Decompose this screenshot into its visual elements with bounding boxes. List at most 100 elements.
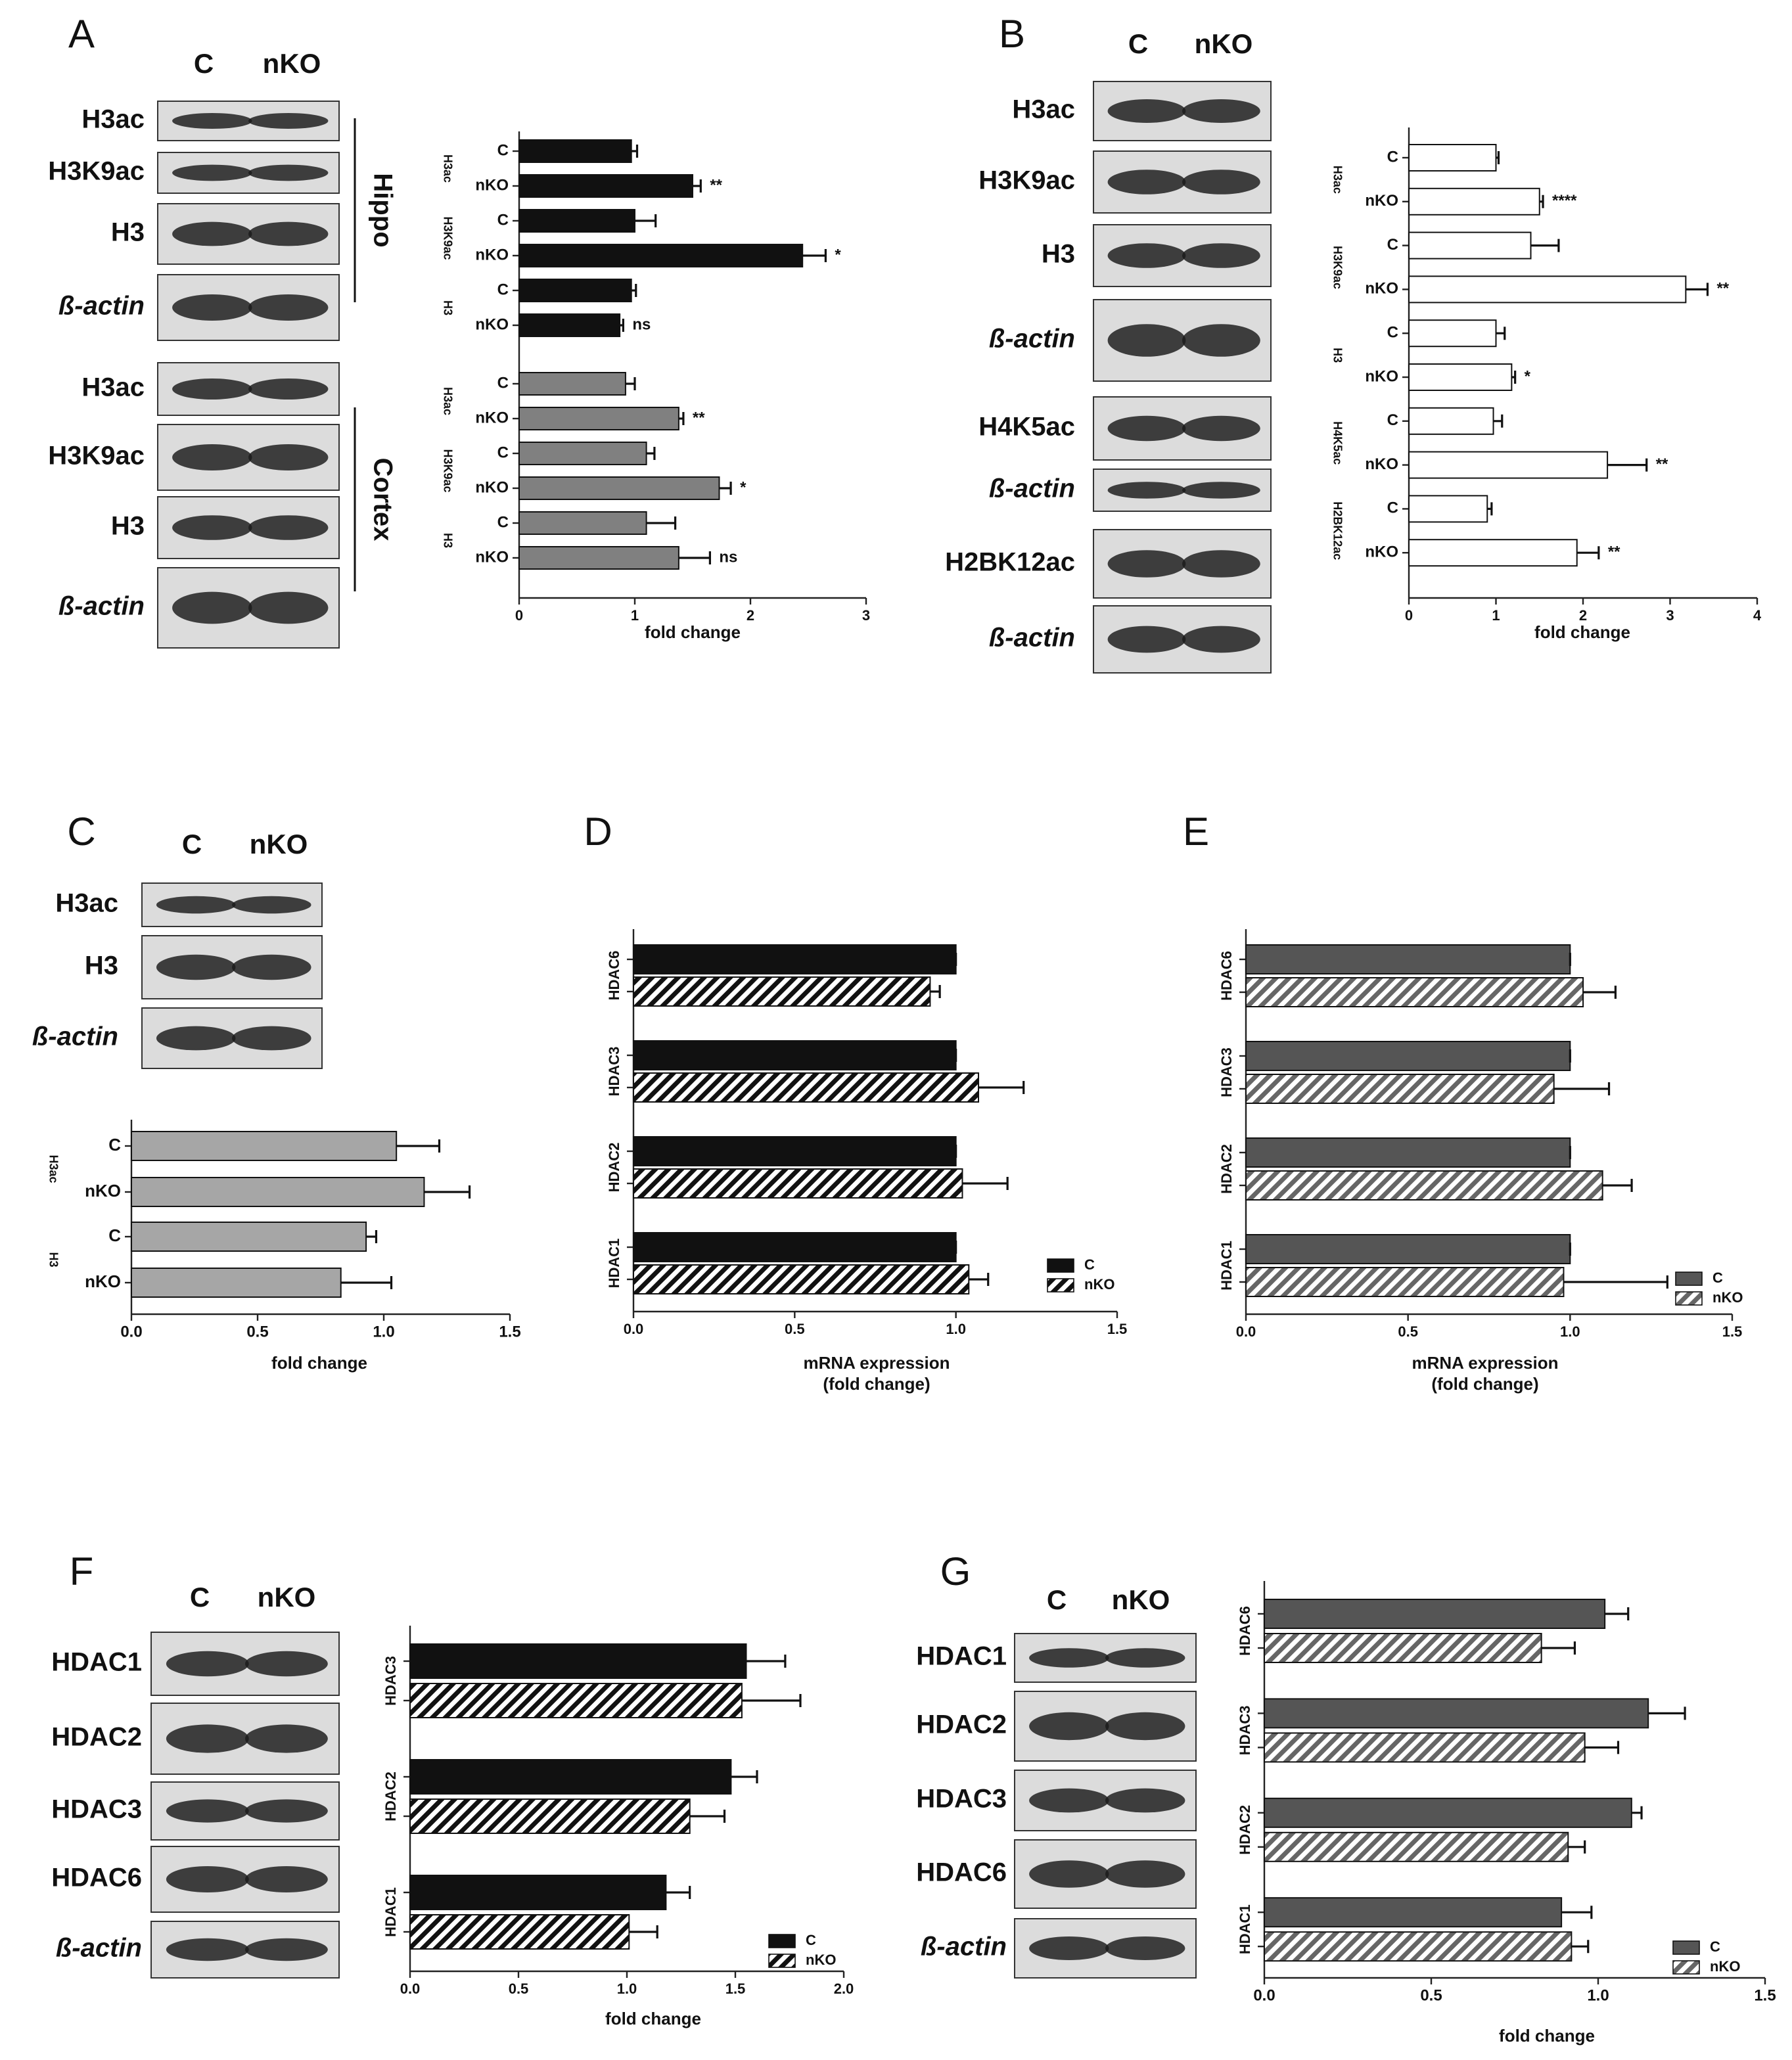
- x-tick-label: 0.5: [509, 1980, 529, 1997]
- error-bar: [962, 1177, 1009, 1190]
- row-label: ß-actin: [921, 1933, 1007, 1961]
- band: [1029, 1936, 1109, 1960]
- bar: [633, 1264, 970, 1294]
- category-label: HDAC1: [1237, 1904, 1253, 1954]
- bar-label: nKO: [1365, 367, 1398, 385]
- category-label: HDAC2: [606, 1143, 622, 1193]
- bar: [1264, 1831, 1569, 1862]
- band: [1105, 1860, 1185, 1888]
- band: [1182, 482, 1260, 499]
- band: [172, 515, 252, 540]
- row-label: H3ac: [55, 889, 118, 918]
- x-axis-label: (fold change): [823, 1374, 930, 1394]
- category-label: HDAC6: [1218, 951, 1235, 1001]
- x-tick-label: 0.5: [1398, 1323, 1418, 1340]
- bar: [633, 1040, 957, 1070]
- error-bar: [1607, 458, 1648, 472]
- legend-swatch: [1672, 1940, 1700, 1955]
- band: [172, 164, 252, 181]
- bar-label: C: [497, 211, 509, 229]
- band: [166, 1866, 249, 1892]
- x-axis-label: mRNA expression: [1412, 1353, 1559, 1373]
- bar: [1264, 1633, 1542, 1663]
- bar: [1264, 1732, 1586, 1763]
- error-bar: [631, 145, 639, 158]
- band: [1107, 626, 1186, 653]
- legend-label: C: [806, 1932, 816, 1948]
- row-label: ß-actin: [58, 592, 145, 621]
- x-tick-label: 1.0: [617, 1980, 637, 1997]
- x-tick-label: 1: [631, 607, 639, 624]
- bar-label: C: [497, 374, 509, 392]
- x-tick-label: 0.0: [400, 1980, 421, 1997]
- row-label: H3K9ac: [48, 157, 145, 186]
- bar: [131, 1268, 342, 1298]
- error-bar: [1568, 1840, 1586, 1854]
- legend-swatch: [1672, 1960, 1700, 1975]
- error-bar: [1648, 1706, 1686, 1720]
- error-bar: [1541, 1641, 1576, 1655]
- error-bar: [631, 284, 637, 297]
- row-label: ß-actin: [56, 1934, 142, 1963]
- x-axis-label: fold change: [1534, 622, 1630, 642]
- category-label: H3K9ac: [441, 216, 454, 260]
- x-tick-label: 3: [1666, 607, 1674, 624]
- bar: [1264, 1599, 1606, 1629]
- band: [166, 1938, 249, 1961]
- bar: [1245, 944, 1571, 974]
- bar: [409, 1914, 630, 1950]
- lane-label: nKO: [250, 829, 308, 859]
- category-label: H2BK12ac: [1331, 501, 1344, 560]
- bar: [633, 1136, 957, 1166]
- bar: [518, 209, 635, 233]
- category-label: HDAC1: [606, 1239, 622, 1289]
- error-bar: [1553, 1082, 1611, 1095]
- lane-label: C: [182, 829, 202, 859]
- x-tick-label: 1.0: [1560, 1323, 1580, 1340]
- band: [245, 1651, 328, 1677]
- legend-label: nKO: [1712, 1289, 1743, 1306]
- band: [245, 1724, 328, 1753]
- band: [1182, 626, 1260, 653]
- bar: [633, 1232, 957, 1262]
- region-label: Hippo: [368, 173, 397, 247]
- band: [1182, 324, 1260, 357]
- bar: [1245, 1234, 1571, 1264]
- band: [172, 378, 252, 400]
- band: [1029, 1788, 1109, 1813]
- legend-swatch: [1047, 1278, 1074, 1293]
- bar-label: nKO: [475, 246, 509, 263]
- bar: [1245, 1137, 1571, 1168]
- lane-label: nKO: [263, 48, 321, 79]
- panel-letter: F: [70, 1549, 94, 1593]
- row-label: H4K5ac: [978, 413, 1075, 442]
- bar: [518, 174, 693, 198]
- x-axis-label: (fold change): [1431, 1374, 1538, 1394]
- x-tick-label: 0.5: [1420, 1986, 1442, 2004]
- lane-label: C: [1128, 28, 1148, 59]
- significance: **: [1656, 455, 1668, 473]
- bar-label: nKO: [475, 478, 509, 496]
- error-bar: [678, 551, 711, 564]
- category-label: H3K9ac: [441, 449, 454, 492]
- error-bar: [396, 1139, 441, 1153]
- bar: [1245, 1074, 1555, 1104]
- bar: [131, 1177, 425, 1207]
- category-label: H3ac: [441, 154, 454, 183]
- error-bar: [741, 1694, 802, 1707]
- category-label: HDAC2: [1218, 1144, 1235, 1194]
- row-label: H3ac: [81, 105, 145, 134]
- legend-label: C: [1712, 1270, 1723, 1286]
- lane-label: C: [194, 48, 214, 79]
- band: [248, 221, 329, 246]
- x-tick-label: 1.5: [725, 1980, 746, 1997]
- error-bar: [1493, 414, 1504, 428]
- legend-swatch: [1675, 1291, 1703, 1306]
- error-bar: [646, 516, 677, 530]
- bar: [518, 244, 804, 267]
- band: [248, 378, 329, 400]
- significance: **: [1608, 543, 1620, 561]
- band: [248, 164, 329, 181]
- error-bar: [1561, 1906, 1593, 1919]
